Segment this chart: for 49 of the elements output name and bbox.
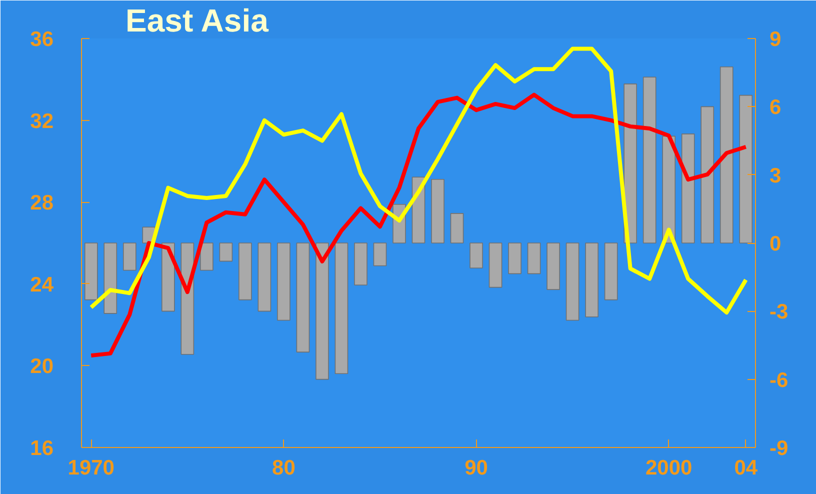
bar xyxy=(431,178,444,244)
line-series xyxy=(89,46,748,315)
bar xyxy=(700,106,714,244)
x-tick-label: 1970 xyxy=(68,456,114,480)
bar xyxy=(296,242,310,352)
bar xyxy=(277,242,290,321)
line-series xyxy=(89,92,748,358)
bar xyxy=(585,242,598,318)
bar xyxy=(604,242,618,300)
y-tick-label: 24 xyxy=(30,273,54,296)
bar xyxy=(373,242,387,266)
bar xyxy=(104,242,118,314)
bar xyxy=(354,242,368,286)
bar xyxy=(238,242,252,300)
y-tick-label: 28 xyxy=(30,192,54,215)
bar xyxy=(566,242,580,321)
y2-tick-label: 0 xyxy=(770,232,782,256)
y2-tick-label: 3 xyxy=(770,164,782,188)
bar xyxy=(334,242,348,374)
x-tick-label: 90 xyxy=(464,456,488,480)
bar xyxy=(527,242,541,274)
bar xyxy=(739,94,753,244)
y2-tick-label: -3 xyxy=(770,300,788,324)
y-tick-label: 36 xyxy=(30,28,54,51)
bar xyxy=(316,242,329,380)
bar xyxy=(258,242,272,312)
bar xyxy=(642,76,656,244)
y2-tick-label: 9 xyxy=(770,28,782,51)
chart-title: East Asia xyxy=(126,2,269,38)
x-tick-label: 2000 xyxy=(645,456,692,480)
bar xyxy=(200,242,214,271)
x-tick-label: 80 xyxy=(272,456,296,480)
bar xyxy=(219,242,233,262)
bar xyxy=(546,242,560,290)
y-tick-label: 20 xyxy=(30,355,54,378)
bar xyxy=(470,242,483,268)
y-tick-label: 16 xyxy=(30,437,54,460)
y2-tick-label: -9 xyxy=(770,437,788,460)
y-tick-label: 32 xyxy=(30,110,54,133)
bar xyxy=(122,242,136,271)
bar xyxy=(84,242,98,300)
y2-tick-label: 6 xyxy=(770,96,782,120)
bar xyxy=(720,66,734,244)
y2-tick-label: -6 xyxy=(770,368,788,392)
bar xyxy=(488,242,502,288)
bar xyxy=(508,242,522,274)
x-tick-label: 04 xyxy=(734,456,758,480)
bar xyxy=(450,213,464,244)
bar xyxy=(681,134,695,244)
